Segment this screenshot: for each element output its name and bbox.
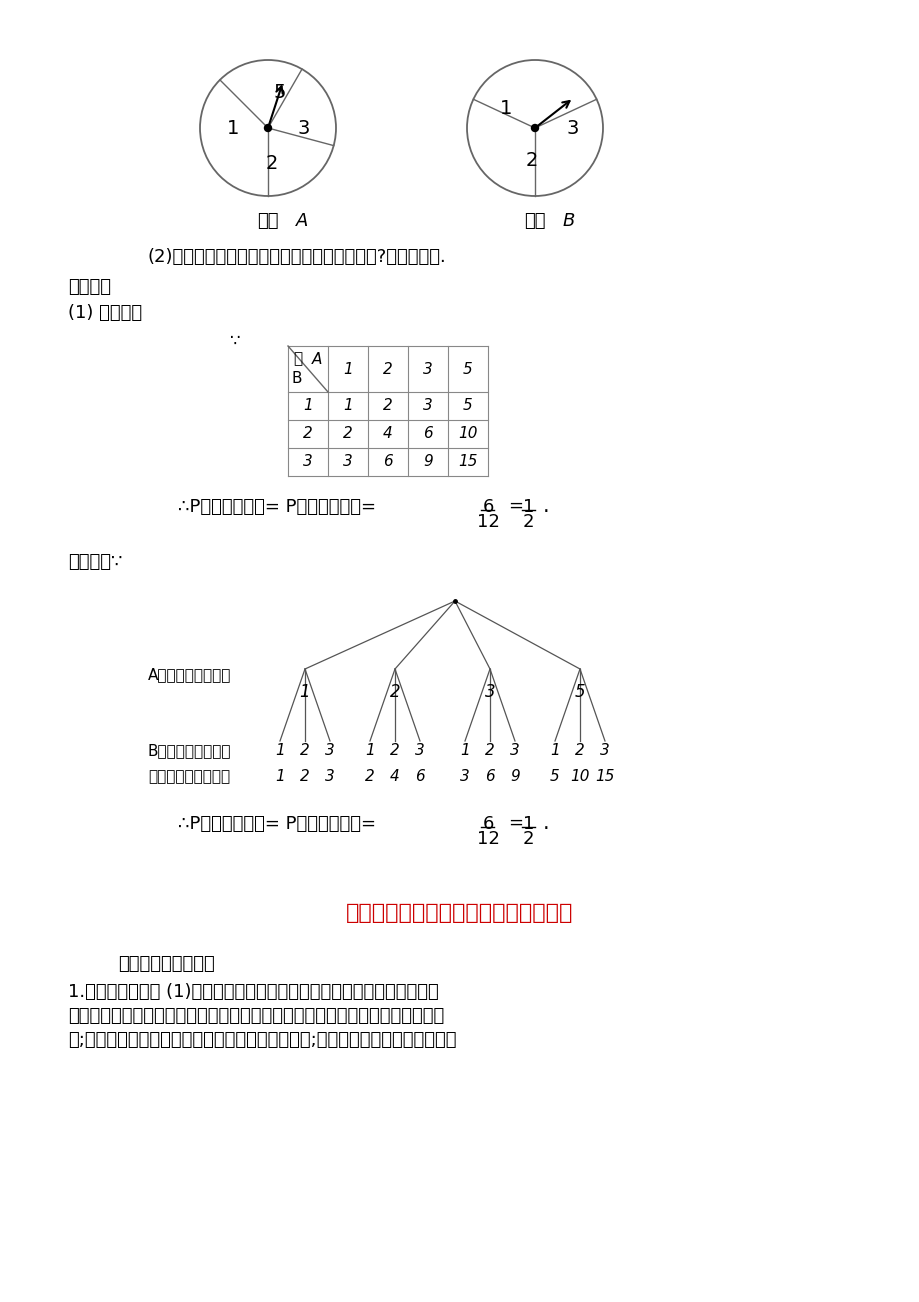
Text: 3: 3: [423, 362, 433, 376]
Text: 3: 3: [302, 454, 312, 470]
Text: 6: 6: [482, 815, 494, 833]
Text: 1: 1: [522, 815, 534, 833]
Text: 12: 12: [476, 831, 499, 848]
Text: .: .: [542, 812, 549, 832]
Text: 6: 6: [382, 454, 392, 470]
Text: 2: 2: [300, 769, 310, 784]
Text: 5: 5: [574, 684, 584, 700]
Text: 3: 3: [509, 743, 519, 758]
Text: 1: 1: [226, 118, 239, 138]
Text: 10: 10: [458, 427, 477, 441]
Text: 1: 1: [500, 99, 512, 118]
Bar: [288, 346, 487, 477]
Text: 2: 2: [390, 743, 400, 758]
Text: 1: 1: [522, 497, 534, 516]
Text: 2: 2: [365, 769, 374, 784]
Text: 2: 2: [522, 831, 534, 848]
Text: 15: 15: [595, 769, 614, 784]
Text: 2: 2: [522, 513, 534, 531]
Text: 3: 3: [324, 769, 335, 784]
Text: 积: 积: [292, 352, 301, 366]
Text: 1: 1: [365, 743, 374, 758]
Text: 3: 3: [423, 398, 433, 414]
Text: 2: 2: [300, 743, 310, 758]
Text: (2)请问这个游戏规则对欢欢、乐乐双方公平吗?试说明理由.: (2)请问这个游戏规则对欢欢、乐乐双方公平吗?试说明理由.: [148, 247, 447, 266]
Text: 1: 1: [275, 769, 285, 784]
Text: 3: 3: [565, 118, 578, 138]
Text: A: A: [296, 212, 308, 230]
Text: 5: 5: [274, 83, 286, 102]
Text: 两盘转出的数之积：: 两盘转出的数之积：: [148, 769, 230, 785]
Text: 2: 2: [302, 427, 312, 441]
Text: (1) 方法一：: (1) 方法一：: [68, 303, 142, 322]
Text: 2: 2: [343, 427, 353, 441]
Text: 一、平面直角坐标系: 一、平面直角坐标系: [118, 954, 214, 973]
Text: 3: 3: [460, 769, 470, 784]
Text: 1: 1: [460, 743, 470, 758]
Text: 6: 6: [414, 769, 425, 784]
Text: 6: 6: [484, 769, 494, 784]
Text: 9: 9: [509, 769, 519, 784]
Text: 5: 5: [550, 769, 560, 784]
Text: 3: 3: [414, 743, 425, 758]
Text: 12: 12: [476, 513, 499, 531]
Text: 3: 3: [599, 743, 609, 758]
Text: 1: 1: [275, 743, 285, 758]
Text: 4: 4: [382, 427, 392, 441]
Text: 3: 3: [343, 454, 353, 470]
Text: 5: 5: [462, 362, 472, 376]
Text: 浅析初中数学知识点之平面直角坐标系: 浅析初中数学知识点之平面直角坐标系: [346, 904, 573, 923]
Text: 2: 2: [525, 151, 538, 171]
Text: A盘区域转出的数：: A盘区域转出的数：: [148, 668, 231, 682]
Text: 转盘: 转盘: [257, 212, 278, 230]
Text: 1: 1: [550, 743, 560, 758]
Text: 转盘: 转盘: [524, 212, 545, 230]
Text: 6: 6: [423, 427, 433, 441]
Text: =: =: [508, 814, 523, 832]
Text: 10: 10: [570, 769, 589, 784]
Text: 3: 3: [324, 743, 335, 758]
Text: 1: 1: [343, 362, 353, 376]
Text: 2: 2: [382, 362, 392, 376]
Text: 3: 3: [484, 684, 494, 700]
Text: 2: 2: [390, 684, 400, 700]
Circle shape: [265, 125, 271, 132]
Text: 向;铅直的数轴叫纵轴或轴，取向上的方向为正方向;两数轴的交点叫做坐标原点。: 向;铅直的数轴叫纵轴或轴，取向上的方向为正方向;两数轴的交点叫做坐标原点。: [68, 1031, 456, 1049]
Text: 4: 4: [390, 769, 400, 784]
Text: 5: 5: [462, 398, 472, 414]
Text: 【解析】: 【解析】: [68, 279, 111, 296]
Text: .: .: [542, 496, 549, 516]
Text: 1: 1: [302, 398, 312, 414]
Text: ∴P（欢欢获胜）= P（积为奇数）=: ∴P（欢欢获胜）= P（积为奇数）=: [177, 497, 376, 516]
Text: 1.平面直角坐标系 (1)在平面内两条有公共点并且互相垂直的数轴就构成了: 1.平面直角坐标系 (1)在平面内两条有公共点并且互相垂直的数轴就构成了: [68, 983, 438, 1001]
Text: B盘区域转出的数：: B盘区域转出的数：: [148, 743, 232, 759]
Text: B: B: [291, 371, 302, 385]
Text: 9: 9: [423, 454, 433, 470]
Text: 1: 1: [300, 684, 310, 700]
Text: ∵: ∵: [230, 332, 241, 350]
Text: 3: 3: [297, 118, 309, 138]
Text: 2: 2: [574, 743, 584, 758]
Text: =: =: [508, 496, 523, 514]
Text: 平面直角坐标系，通常把其中水平的一条数轴叫横轴或轴，取向右的方向为正方: 平面直角坐标系，通常把其中水平的一条数轴叫横轴或轴，取向右的方向为正方: [68, 1006, 444, 1025]
Text: ∴P（欢欢获胜）= P（积为奇数）=: ∴P（欢欢获胜）= P（积为奇数）=: [177, 815, 376, 833]
Text: 2: 2: [382, 398, 392, 414]
Text: 1: 1: [343, 398, 353, 414]
Text: 15: 15: [458, 454, 477, 470]
Text: 方法二：∵: 方法二：∵: [68, 553, 122, 572]
Circle shape: [531, 125, 538, 132]
Text: 6: 6: [482, 497, 494, 516]
Text: 2: 2: [265, 154, 278, 173]
Text: 2: 2: [484, 743, 494, 758]
Text: A: A: [312, 352, 322, 367]
Text: B: B: [562, 212, 574, 230]
